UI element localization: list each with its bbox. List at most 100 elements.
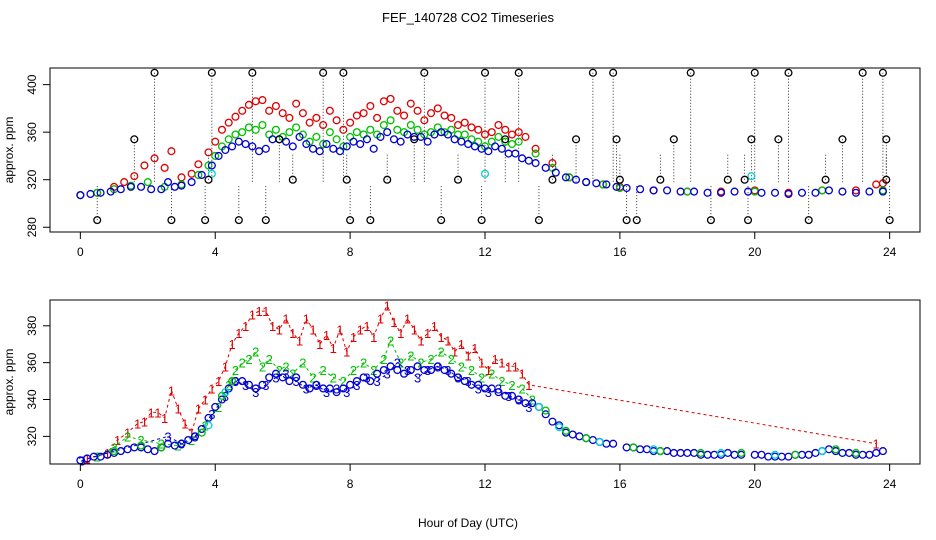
data-point-blue bbox=[551, 168, 560, 177]
data-glyph-blue: 3 bbox=[515, 393, 522, 408]
data-point-blue bbox=[349, 137, 358, 146]
data-point-blue bbox=[690, 187, 699, 196]
data-point-blue bbox=[288, 142, 297, 151]
data-glyph-red: 1 bbox=[242, 319, 249, 334]
data-point-blue bbox=[845, 448, 854, 457]
data-point-blue bbox=[676, 187, 685, 196]
data-glyph-green: 2 bbox=[380, 352, 387, 367]
data-point-blue bbox=[541, 410, 550, 419]
data-point-black bbox=[534, 216, 544, 225]
data-point-blue bbox=[622, 443, 631, 452]
data-glyph-blue: 3 bbox=[485, 385, 492, 400]
data-point-green bbox=[228, 377, 237, 386]
data-point-green bbox=[265, 130, 274, 139]
data-point-green bbox=[818, 186, 827, 195]
data-glyph-red: 1 bbox=[215, 374, 222, 389]
data-point-red bbox=[453, 120, 463, 130]
data-point-blue bbox=[238, 377, 247, 386]
data-glyph-red: 1 bbox=[148, 405, 155, 420]
data-point-blue bbox=[255, 147, 264, 156]
data-point-red bbox=[194, 160, 203, 169]
data-point-red bbox=[140, 161, 149, 170]
data-point-green bbox=[258, 120, 267, 130]
data-glyph-blue: 3 bbox=[313, 378, 320, 393]
data-glyph-green: 2 bbox=[137, 433, 144, 448]
data-point-blue bbox=[663, 447, 672, 456]
data-point-green bbox=[474, 137, 483, 146]
data-glyph-red: 1 bbox=[444, 334, 451, 349]
data-point-green bbox=[514, 137, 523, 146]
data-point-black bbox=[201, 216, 210, 225]
data-point-blue bbox=[244, 380, 254, 389]
data-point-blue bbox=[403, 130, 412, 139]
data-glyph-red: 1 bbox=[303, 311, 310, 326]
data-point-black bbox=[339, 68, 348, 77]
data-glyph-red: 1 bbox=[485, 363, 492, 378]
data-point-red bbox=[298, 109, 307, 118]
data-point-blue bbox=[460, 377, 469, 386]
data-glyph-blue: 3 bbox=[191, 429, 198, 444]
data-glyph-red: 1 bbox=[249, 308, 256, 323]
x-tick-label: 12 bbox=[478, 477, 492, 491]
data-point-green bbox=[541, 406, 550, 415]
data-glyph-green: 2 bbox=[488, 367, 495, 382]
data-point-blue bbox=[858, 450, 867, 459]
data-point-black bbox=[261, 216, 270, 225]
data-point-green bbox=[143, 178, 152, 187]
data-point-blue bbox=[531, 159, 540, 168]
data-point-red bbox=[271, 101, 280, 111]
data-point-green bbox=[231, 130, 240, 139]
data-point-green bbox=[460, 130, 469, 139]
data-glyph-green: 2 bbox=[245, 352, 252, 367]
data-point-blue bbox=[443, 130, 452, 139]
data-point-red bbox=[373, 113, 382, 122]
data-point-blue bbox=[592, 179, 601, 188]
data-point-black bbox=[366, 216, 375, 225]
x-tick-label: 24 bbox=[883, 245, 897, 259]
data-point-blue bbox=[750, 450, 759, 459]
data-point-green bbox=[565, 173, 574, 182]
data-glyph-blue: 3 bbox=[178, 437, 185, 452]
data-glyph-red: 1 bbox=[512, 359, 519, 374]
data-glyph-green: 2 bbox=[427, 352, 434, 367]
data-point-green bbox=[325, 128, 334, 137]
data-point-blue bbox=[487, 384, 496, 393]
data-glyph-red: 1 bbox=[168, 383, 175, 398]
data-point-blue bbox=[258, 380, 267, 389]
data-point-cyan bbox=[595, 437, 604, 446]
data-point-blue bbox=[335, 147, 345, 156]
data-point-green bbox=[386, 116, 395, 125]
data-point-blue bbox=[710, 450, 719, 459]
data-point-red bbox=[521, 132, 530, 141]
data-point-blue bbox=[865, 450, 874, 459]
data-point-blue bbox=[453, 373, 463, 382]
data-point-blue bbox=[433, 362, 442, 371]
data-point-green bbox=[531, 149, 540, 158]
data-point-red bbox=[413, 106, 422, 115]
data-point-green bbox=[447, 125, 456, 134]
data-glyph-green: 2 bbox=[417, 356, 424, 371]
data-point-blue bbox=[470, 142, 479, 151]
data-point-blue bbox=[352, 377, 361, 386]
top-data-points bbox=[76, 68, 894, 225]
data-point-blue bbox=[690, 448, 699, 457]
data-point-blue bbox=[663, 186, 672, 195]
top-y-axis: 280 320 360 400 bbox=[25, 74, 51, 237]
data-point-blue bbox=[369, 144, 378, 153]
data-point-red bbox=[501, 125, 510, 134]
data-point-red bbox=[204, 148, 213, 157]
data-point-black bbox=[747, 135, 756, 144]
data-point-red bbox=[167, 147, 176, 156]
data-point-red bbox=[494, 120, 503, 130]
data-point-blue bbox=[150, 447, 159, 456]
x-tick-label: 4 bbox=[212, 477, 219, 491]
data-glyph-red: 1 bbox=[161, 411, 168, 426]
data-point-red bbox=[359, 109, 368, 118]
data-point-green bbox=[346, 132, 355, 141]
data-point-red bbox=[460, 118, 469, 127]
data-point-blue bbox=[676, 448, 685, 457]
data-glyph-red: 1 bbox=[188, 426, 195, 441]
data-point-blue bbox=[514, 395, 523, 404]
data-glyph-blue: 3 bbox=[282, 367, 289, 382]
